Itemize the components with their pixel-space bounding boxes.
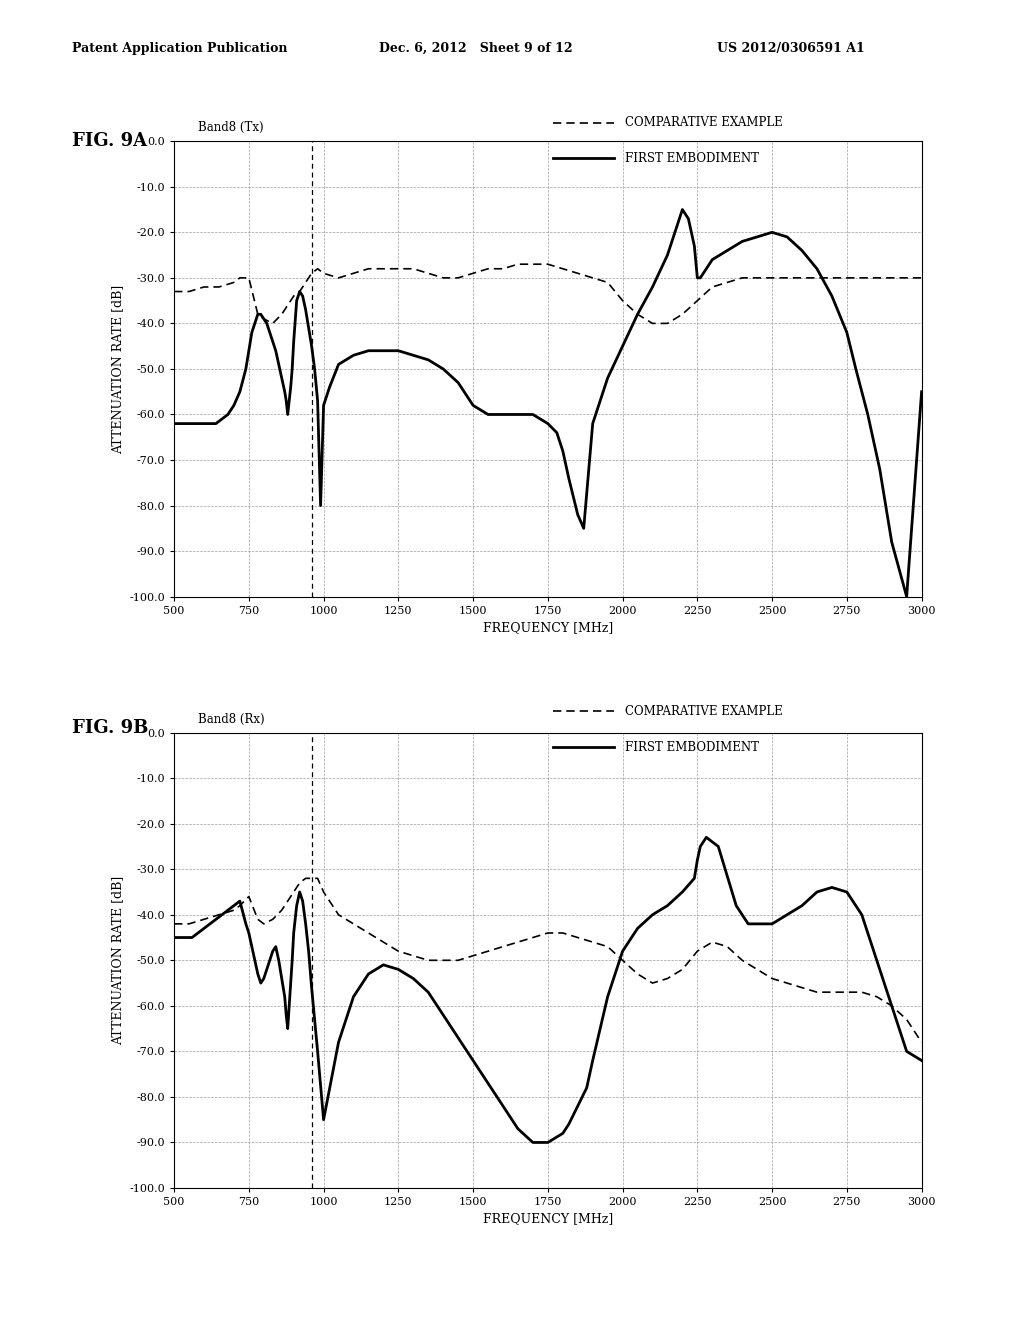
Text: Band8 (Tx): Band8 (Tx) xyxy=(198,121,264,135)
Text: Band8 (Rx): Band8 (Rx) xyxy=(198,713,264,726)
Text: FIRST EMBODIMENT: FIRST EMBODIMENT xyxy=(625,741,759,754)
X-axis label: FREQUENCY [MHz]: FREQUENCY [MHz] xyxy=(482,1213,613,1225)
Text: COMPARATIVE EXAMPLE: COMPARATIVE EXAMPLE xyxy=(625,705,782,718)
Text: Dec. 6, 2012   Sheet 9 of 12: Dec. 6, 2012 Sheet 9 of 12 xyxy=(379,42,572,55)
Y-axis label: ATTENUATION RATE [dB]: ATTENUATION RATE [dB] xyxy=(111,284,124,454)
Text: FIRST EMBODIMENT: FIRST EMBODIMENT xyxy=(625,152,759,165)
Text: FIG. 9B: FIG. 9B xyxy=(72,719,148,738)
X-axis label: FREQUENCY [MHz]: FREQUENCY [MHz] xyxy=(482,622,613,634)
Text: Patent Application Publication: Patent Application Publication xyxy=(72,42,287,55)
Text: FIG. 9A: FIG. 9A xyxy=(72,132,146,150)
Y-axis label: ATTENUATION RATE [dB]: ATTENUATION RATE [dB] xyxy=(111,875,124,1045)
Text: US 2012/0306591 A1: US 2012/0306591 A1 xyxy=(717,42,864,55)
Text: COMPARATIVE EXAMPLE: COMPARATIVE EXAMPLE xyxy=(625,116,782,129)
